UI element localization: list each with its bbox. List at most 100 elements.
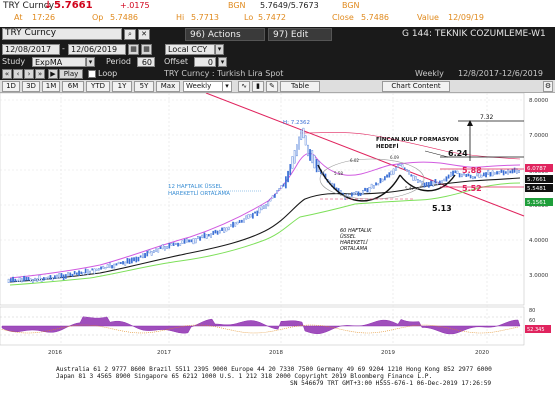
price-candle (32, 279, 34, 283)
tab-max[interactable]: Max (156, 81, 180, 92)
price-candle (450, 171, 452, 177)
price-candle (139, 255, 142, 258)
price-candle (7, 278, 10, 284)
play-button[interactable]: Play (59, 69, 83, 79)
close-value: 5.7486 (361, 13, 389, 22)
price-chart[interactable]: H: 7.2362 FİNCAN KULP FORMASYON HEDEFİ 7… (0, 92, 555, 363)
price-candle (498, 171, 501, 175)
chart-svg[interactable]: H: 7.2362 FİNCAN KULP FORMASYON HEDEFİ 7… (0, 92, 555, 363)
study-chevron-icon[interactable]: ▾ (86, 57, 95, 67)
value-label: Value (417, 13, 439, 22)
price-candle (379, 177, 382, 184)
line-chart-icon[interactable]: ∿ (238, 81, 250, 92)
price-candle (289, 164, 292, 176)
price-candle (80, 271, 83, 275)
actions-menu[interactable]: 96) Actions (185, 28, 265, 41)
tab-3d[interactable]: 3D (22, 81, 40, 92)
tab-6m[interactable]: 6M (62, 81, 84, 92)
price-candle (91, 268, 94, 271)
price-candle (452, 170, 454, 176)
play-icon[interactable]: ▶ (48, 69, 58, 79)
trendline[interactable] (205, 92, 525, 217)
price-candle (357, 191, 360, 197)
price-candle (163, 246, 166, 251)
price-candle (49, 275, 52, 280)
price-candle (234, 222, 237, 227)
price-candle (126, 257, 129, 264)
calendar-icon-2[interactable]: ▦ (141, 44, 152, 55)
period-label: Period (106, 57, 131, 66)
price-candle (258, 207, 261, 214)
price-candle (513, 167, 516, 173)
price-candle (38, 274, 41, 281)
edit-menu[interactable]: 97) Edit (268, 28, 332, 41)
price-candle (419, 180, 421, 183)
price-candle (73, 271, 76, 275)
offset-chevron-icon[interactable]: ▾ (218, 57, 227, 67)
draw-icon[interactable]: ✎ (266, 81, 278, 92)
tab-5y[interactable]: 5Y (134, 81, 154, 92)
end-date-field[interactable]: 12/06/2019 (68, 44, 126, 55)
currency-select[interactable]: Local CCY (165, 44, 215, 55)
price-candle (399, 163, 402, 166)
page-title: G 144: TEKNIK COZUMLEME-W1 (402, 29, 546, 39)
tab-1d[interactable]: 1D (2, 81, 20, 92)
upper-envelope-line (299, 132, 521, 160)
start-date-field[interactable]: 12/08/2017 (2, 44, 60, 55)
price-candle (502, 170, 505, 176)
study-select[interactable]: ExpMA (32, 57, 86, 67)
price-candle (236, 221, 239, 225)
period-field[interactable]: 60 (137, 57, 155, 67)
price-candle (212, 230, 215, 236)
settings-icon[interactable]: ⚙ (543, 81, 553, 92)
grid-lines (0, 93, 524, 345)
price-candle (280, 185, 283, 189)
price-candle (29, 278, 32, 282)
offset-field[interactable]: 0 (194, 57, 216, 67)
price-candle (311, 150, 314, 164)
price-candle (78, 270, 80, 276)
price-candle (203, 232, 206, 239)
footer-line-1: Australia 61 2 9777 8600 Brazil 5511 239… (56, 366, 492, 373)
price-candle (229, 224, 232, 227)
high-label: Hi (176, 13, 185, 22)
tab-ytd[interactable]: YTD (86, 81, 110, 92)
price-candle (485, 172, 487, 178)
calendar-icon[interactable]: ▦ (128, 44, 139, 55)
ema-green-line[interactable] (9, 182, 521, 286)
price-candle (472, 176, 474, 180)
chevron-down-icon[interactable]: ▾ (215, 44, 224, 55)
rsi-area[interactable] (1, 316, 521, 335)
rewind-icon[interactable]: ‹ (13, 69, 23, 79)
rewind-start-icon[interactable]: « (2, 69, 12, 79)
chart-content-button[interactable]: Chart Content (382, 81, 450, 92)
tab-1m[interactable]: 1M (42, 81, 60, 92)
tab-1y[interactable]: 1Y (112, 81, 132, 92)
security-field[interactable]: TRY Curncy (2, 28, 122, 40)
ema60-line[interactable] (9, 177, 521, 283)
price-candle (500, 169, 503, 173)
search-icon[interactable]: ⌕ (124, 29, 136, 40)
price-candle (364, 187, 366, 192)
price-candle (58, 273, 61, 279)
bar-chart-icon[interactable]: ▮ (252, 81, 264, 92)
price-candle (232, 221, 234, 228)
price-candle (430, 180, 432, 187)
close-icon[interactable]: ✕ (138, 29, 150, 40)
loop-checkbox[interactable] (88, 70, 96, 78)
table-button[interactable]: Table (280, 81, 320, 92)
price-candle (148, 249, 151, 254)
forward-end-icon[interactable]: » (35, 69, 45, 79)
price-candle (119, 261, 122, 264)
price-candle (9, 278, 12, 282)
period-chevron-icon[interactable]: ▾ (222, 81, 232, 92)
period-select[interactable]: Weekly (183, 81, 223, 92)
price-candle (406, 169, 408, 172)
price-candle (432, 180, 435, 187)
price-candle (210, 233, 212, 238)
date-separator: - (62, 44, 65, 53)
offset-label: Offset (164, 57, 189, 66)
forward-icon[interactable]: › (24, 69, 34, 79)
price-candle (117, 261, 120, 265)
price-candles[interactable] (7, 127, 520, 284)
